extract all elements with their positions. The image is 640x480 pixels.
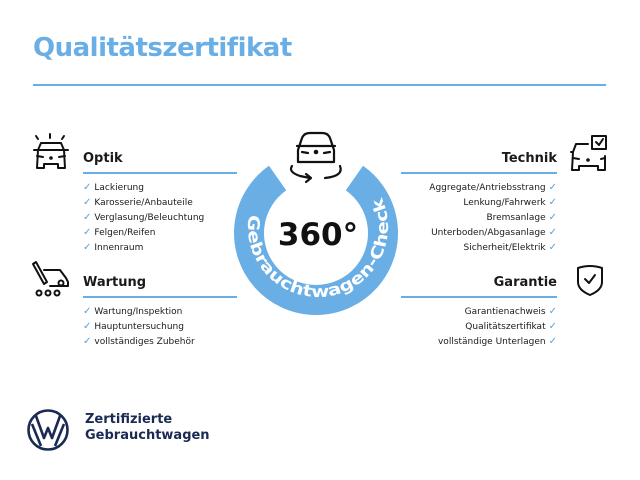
360-label: 360° (278, 217, 358, 253)
check-icon: ✓ (83, 336, 92, 347)
title-divider (33, 84, 606, 86)
car-360-rotate-icon (289, 131, 342, 184)
360-check-ring: Gebrauchtwagen-Check 360° (234, 131, 398, 315)
section-garantie: Garantie Garantienachweis ✓ Qualitätszert… (401, 274, 557, 349)
section-divider (401, 172, 557, 174)
list-item: Garantienachweis ✓ (464, 306, 557, 317)
check-icon: ✓ (548, 336, 557, 347)
list-item: Qualitätszertifikat ✓ (465, 321, 557, 332)
ring-arc (234, 165, 398, 315)
section-heading: Technik (501, 151, 557, 166)
list-item: ✓ Innenraum (83, 242, 144, 253)
check-icon: ✓ (83, 182, 92, 193)
car-lights-icon (33, 133, 69, 169)
footer-line-1: Zertifizierte (85, 412, 173, 427)
section-divider (83, 296, 237, 298)
list-item: ✓ Felgen/Reifen (83, 227, 156, 238)
list-item: ✓ Karosserie/Anbauteile (83, 197, 193, 208)
section-technik: Technik Aggregate/Antriebsstrang ✓ Lenkun… (401, 150, 557, 255)
list-item: ✓ Wartung/Inspektion (83, 306, 183, 317)
vw-logo (27, 409, 69, 451)
list-item: ✓ vollständiges Zubehör (83, 336, 195, 347)
check-icon: ✓ (548, 212, 557, 223)
service-tools-icon (32, 261, 69, 297)
section-divider (83, 172, 237, 174)
check-icon: ✓ (548, 227, 557, 238)
list-item: Aggregate/Antriebsstrang ✓ (429, 182, 557, 193)
section-divider (401, 296, 557, 298)
list-item: Lenkung/Fahrwerk ✓ (463, 197, 557, 208)
list-item: Unterboden/Abgasanlage ✓ (431, 227, 557, 238)
check-icon: ✓ (548, 321, 557, 332)
section-heading: Wartung (83, 275, 147, 290)
check-icon: ✓ (83, 212, 92, 223)
section-heading: Optik (83, 151, 123, 166)
check-icon: ✓ (548, 242, 557, 253)
section-optik: Optik ✓ Lackierung ✓ Karosserie/Anbauteile… (83, 150, 237, 255)
footer-line-2: Gebrauchtwagen (85, 428, 210, 443)
check-icon: ✓ (548, 306, 557, 317)
check-icon: ✓ (83, 306, 92, 317)
list-item: ✓ Verglasung/Beleuchtung (83, 212, 205, 223)
footer-brand-text: Zertifizierte Gebrauchtwagen (85, 412, 210, 444)
list-item: ✓ Hauptuntersuchung (83, 321, 184, 332)
section-wartung: Wartung ✓ Wartung/Inspektion ✓ Hauptunters… (83, 274, 237, 349)
check-icon: ✓ (83, 242, 92, 253)
list-item: Bremsanlage ✓ (486, 212, 557, 223)
list-item: ✓ Lackierung (83, 182, 144, 193)
check-icon: ✓ (548, 182, 557, 193)
section-heading: Garantie (493, 275, 557, 290)
check-icon: ✓ (548, 197, 557, 208)
check-icon: ✓ (83, 227, 92, 238)
car-checklist-icon (570, 135, 607, 171)
list-item: vollständige Unterlagen ✓ (437, 336, 557, 347)
shield-check-icon (577, 265, 603, 296)
list-item: Sicherheit/Elektrik ✓ (463, 242, 557, 253)
check-icon: ✓ (83, 197, 92, 208)
page-title: Qualitätszertifikat (33, 33, 292, 63)
check-icon: ✓ (83, 321, 92, 332)
